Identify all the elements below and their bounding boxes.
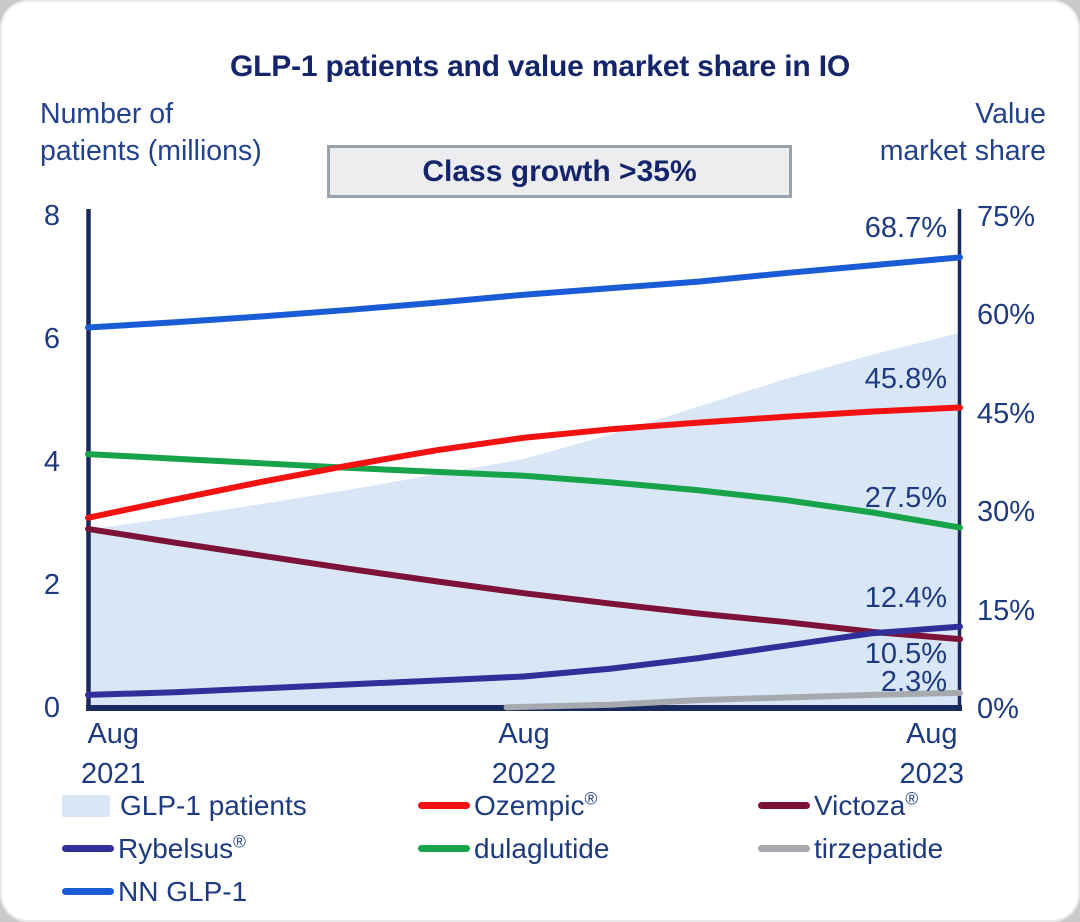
area-swatch-glp-1-patients — [62, 794, 110, 817]
series-line-rybelsus — [85, 623, 963, 698]
legend-item-tirzepatide: tirzepatide — [758, 833, 1042, 865]
left-axis-title: Number of patients (millions) — [40, 96, 262, 170]
right-axis-title-line2: market share — [879, 135, 1046, 167]
legend-item-glp-1-patients: GLP-1 patients — [62, 790, 418, 822]
y-left-tick-2: 2 — [43, 569, 60, 601]
line-swatch-victoza — [758, 802, 810, 809]
x-tick-2021: Aug 2021 — [81, 718, 146, 790]
y-left-tick-8: 8 — [43, 200, 60, 232]
legend-label: GLP-1 patients — [120, 789, 307, 821]
legend-label: NN GLP-1 — [118, 875, 248, 907]
y-left-tick-6: 6 — [43, 323, 60, 355]
y-right-tick-15: 15% — [977, 594, 1036, 627]
line-swatch-tirzepatide — [758, 845, 810, 852]
legend-label: tirzepatide — [814, 832, 944, 864]
y-right-tick-0: 0% — [977, 693, 1019, 725]
registered-mark: ® — [584, 788, 598, 809]
line-swatch-dulaglutide — [418, 845, 470, 852]
y-right-tick-75: 75% — [977, 201, 1036, 233]
x-tick-2022: Aug 2022 — [491, 718, 557, 790]
series-line-tirzepatide — [503, 689, 963, 711]
legend-label: Victoza® — [814, 788, 919, 821]
line-swatch-nn-glp-1 — [62, 888, 114, 895]
legend-item-rybelsus: Rybelsus® — [62, 831, 418, 865]
legend-label: Ozempic® — [474, 788, 598, 821]
end-label-nn-glp-1: 68.7% — [864, 212, 947, 245]
glp1-patients-area — [88, 332, 960, 708]
line-swatch-rybelsus — [62, 845, 114, 852]
chart-title: GLP-1 patients and value market share in… — [230, 50, 850, 83]
y-right-tick-45: 45% — [977, 397, 1036, 430]
x-tick-2023: Aug 2023 — [899, 718, 964, 790]
y-left-tick-0: 0 — [43, 692, 60, 724]
end-label-rybelsus: 12.4% — [864, 581, 947, 614]
legend-item-victoza: Victoza® — [758, 788, 1042, 822]
end-label-victoza: 10.5% — [864, 638, 947, 671]
y-right-tick-30: 30% — [977, 496, 1036, 529]
y-left-tick-4: 4 — [43, 446, 60, 478]
series-line-victoza — [85, 525, 963, 643]
legend-item-nn-glp-1: NN GLP-1 — [62, 876, 418, 908]
right-axis-title-line1: Value — [975, 98, 1046, 130]
legend-item-ozempic: Ozempic® — [418, 788, 758, 822]
registered-mark: ® — [233, 831, 246, 852]
left-axis-title-line1: Number of — [40, 98, 174, 130]
class-growth-callout: Class growth >35% — [327, 145, 792, 198]
series-line-nn-glp-1 — [85, 254, 963, 331]
line-swatch-ozempic — [418, 802, 470, 809]
legend-label: dulaglutide — [474, 832, 610, 864]
series-line-dulaglutide — [85, 451, 963, 531]
registered-mark: ® — [905, 788, 919, 809]
end-label-ozempic: 45.8% — [864, 362, 947, 395]
series-line-ozempic — [85, 404, 963, 521]
end-label-dulaglutide: 27.5% — [864, 481, 947, 514]
legend-item-dulaglutide: dulaglutide — [418, 833, 758, 865]
legend: GLP-1 patients Ozempic® Victoza® Rybelsus® d… — [62, 784, 1042, 913]
legend-label: Rybelsus® — [118, 831, 246, 864]
right-axis-title: Value market share — [880, 96, 1046, 170]
y-right-tick-60: 60% — [977, 299, 1036, 332]
left-axis-title-line2: patients (millions) — [40, 135, 262, 167]
end-label-tirzepatide: 2.3% — [880, 665, 947, 698]
